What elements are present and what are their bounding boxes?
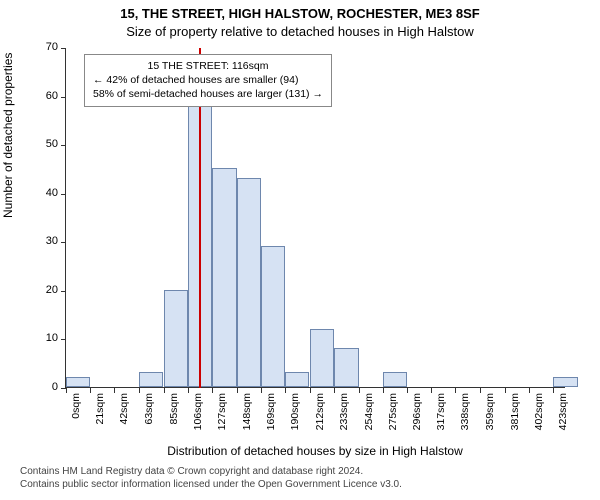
x-tick-label: 317sqm [435, 393, 447, 430]
y-tick-mark [61, 339, 66, 340]
x-tick-label: 42sqm [118, 393, 130, 425]
x-tick-label: 254sqm [363, 393, 375, 430]
y-tick-mark [61, 291, 66, 292]
y-tick-mark [61, 242, 66, 243]
x-tick-mark [139, 388, 140, 393]
x-tick-mark [480, 388, 481, 393]
histogram-bar [66, 377, 90, 387]
x-tick-mark [188, 388, 189, 393]
x-tick-mark [431, 388, 432, 393]
x-tick-mark [407, 388, 408, 393]
x-tick-label: 127sqm [216, 393, 228, 430]
x-tick-label: 402sqm [533, 393, 545, 430]
footer-line-1: Contains HM Land Registry data © Crown c… [20, 465, 580, 478]
histogram-bar [334, 348, 358, 387]
annotation-line: 15 THE STREET: 116sqm [93, 59, 323, 73]
x-tick-mark [553, 388, 554, 393]
y-tick-label: 0 [52, 381, 66, 393]
x-tick-mark [310, 388, 311, 393]
x-tick-label: 169sqm [265, 393, 277, 430]
y-axis-label: Number of detached properties [1, 53, 15, 218]
x-tick-label: 423sqm [557, 393, 569, 430]
x-tick-mark [261, 388, 262, 393]
histogram-bar [553, 377, 577, 387]
annotation-line: 58% of semi-detached houses are larger (… [93, 87, 323, 101]
histogram-bar [261, 246, 285, 387]
x-tick-label: 148sqm [241, 393, 253, 430]
y-tick-mark [61, 194, 66, 195]
histogram-chart: 15, THE STREET, HIGH HALSTOW, ROCHESTER,… [0, 0, 600, 500]
x-tick-mark [285, 388, 286, 393]
histogram-bar [164, 290, 188, 387]
x-tick-mark [383, 388, 384, 393]
x-tick-mark [334, 388, 335, 393]
x-tick-mark [164, 388, 165, 393]
x-tick-mark [505, 388, 506, 393]
x-tick-label: 233sqm [338, 393, 350, 430]
x-tick-label: 85sqm [168, 393, 180, 425]
x-tick-label: 21sqm [94, 393, 106, 425]
x-tick-mark [455, 388, 456, 393]
x-tick-label: 381sqm [509, 393, 521, 430]
x-tick-label: 0sqm [70, 393, 82, 419]
x-tick-label: 359sqm [484, 393, 496, 430]
y-tick-mark [61, 97, 66, 98]
x-tick-label: 106sqm [192, 393, 204, 430]
plot-area: 0102030405060700sqm21sqm42sqm63sqm85sqm1… [65, 48, 565, 388]
histogram-bar [139, 372, 163, 387]
annotation-box: 15 THE STREET: 116sqm← 42% of detached h… [84, 54, 332, 107]
x-tick-label: 275sqm [387, 393, 399, 430]
y-tick-mark [61, 145, 66, 146]
footer-line-2: Contains public sector information licen… [20, 478, 580, 491]
chart-subtitle: Size of property relative to detached ho… [0, 24, 600, 39]
x-tick-mark [90, 388, 91, 393]
histogram-bar [285, 372, 309, 387]
x-tick-mark [529, 388, 530, 393]
x-tick-mark [212, 388, 213, 393]
x-tick-mark [114, 388, 115, 393]
chart-title-address: 15, THE STREET, HIGH HALSTOW, ROCHESTER,… [0, 6, 600, 21]
annotation-line: ← 42% of detached houses are smaller (94… [93, 73, 323, 87]
histogram-bar [237, 178, 261, 387]
y-tick-mark [61, 48, 66, 49]
x-tick-mark [66, 388, 67, 393]
histogram-bar [383, 372, 407, 387]
histogram-bar [212, 168, 236, 387]
x-tick-label: 296sqm [411, 393, 423, 430]
x-tick-label: 63sqm [143, 393, 155, 425]
y-tick-label: 70 [46, 41, 66, 53]
x-tick-mark [359, 388, 360, 393]
x-tick-mark [237, 388, 238, 393]
footer-attribution: Contains HM Land Registry data © Crown c… [20, 465, 580, 491]
x-tick-label: 212sqm [314, 393, 326, 430]
x-tick-label: 190sqm [289, 393, 301, 430]
x-tick-label: 338sqm [459, 393, 471, 430]
histogram-bar [310, 329, 334, 387]
x-axis-label: Distribution of detached houses by size … [65, 444, 565, 458]
